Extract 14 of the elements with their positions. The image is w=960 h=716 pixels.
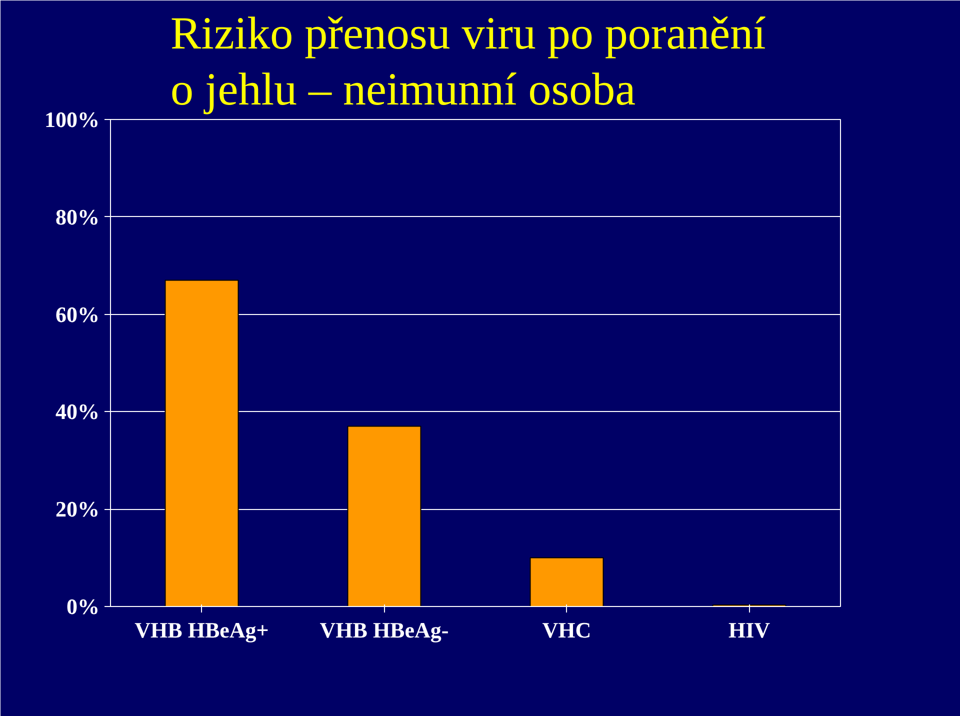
x-tick-label: VHB HBeAg-: [320, 618, 449, 642]
y-tick-label: 0%: [66, 594, 100, 619]
y-tick-label: 60%: [56, 302, 100, 327]
chart-title: Riziko přenosu viru po poranění o jehlu – neimunní osoba: [170, 7, 766, 114]
x-tick-label: VHB HBeAg+: [134, 618, 269, 642]
x-tick-label: HIV: [728, 618, 770, 642]
y-tick-label: 80%: [56, 204, 100, 230]
bar: [347, 426, 422, 606]
y-tick-label: 20%: [56, 496, 100, 522]
y-tick-label: 100%: [44, 107, 100, 132]
y-tick-label: 40%: [56, 399, 100, 424]
x-tick-label: VHC: [542, 618, 592, 642]
bar: [530, 557, 604, 606]
bar: [164, 280, 239, 606]
